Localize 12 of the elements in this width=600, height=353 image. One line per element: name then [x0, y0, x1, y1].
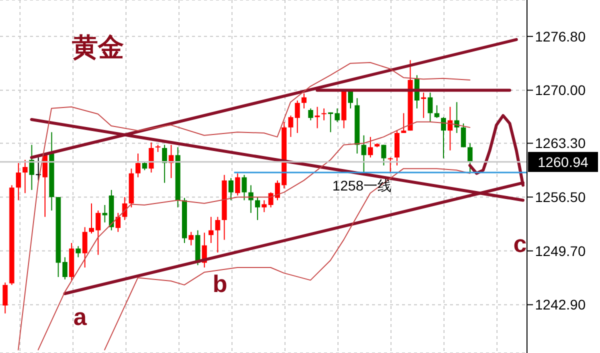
y-tick-label: 1276.80: [535, 28, 586, 44]
ref-line-label: 1258一线: [332, 178, 392, 194]
ref-line-label: 1260.94: [538, 154, 589, 170]
annotation: b: [212, 271, 228, 298]
annotation: a: [73, 304, 88, 331]
y-tick-label: 1263.30: [535, 135, 586, 152]
annotation: c: [513, 231, 527, 258]
y-tick-label: 1242.90: [535, 296, 586, 313]
y-tick-label: 1270.00: [535, 82, 586, 98]
y-tick-label: 1256.50: [535, 189, 586, 206]
text: 黄金: [71, 33, 124, 62]
y-tick-label: 1249.70: [535, 242, 586, 259]
